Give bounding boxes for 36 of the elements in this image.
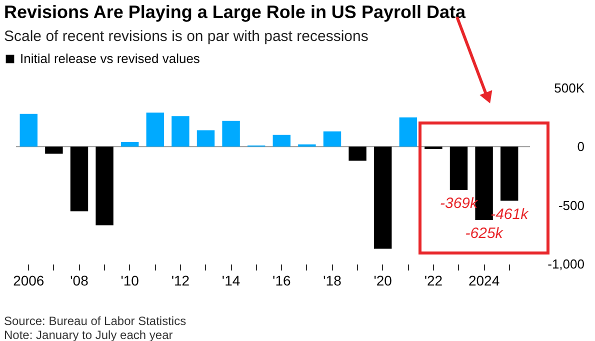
bar [374,146,392,249]
y-tick-label: -500 [558,198,584,213]
x-tick-label: '18 [323,272,342,288]
bar [120,142,139,147]
y-tick-label: 500K [554,80,585,96]
bar [45,146,63,154]
x-tick-label: '16 [272,272,291,288]
bar [424,146,442,150]
chart-subtitle: Scale of recent revisions is on par with past recessions [4,28,368,45]
x-tick-label: '22 [424,272,443,288]
bar [323,131,342,147]
data-label: -625k [465,225,504,242]
bar [196,130,215,147]
source-note: Source: Bureau of Labor Statistics [4,314,186,328]
bar [146,112,164,147]
x-tick-label: '10 [120,272,140,288]
x-tick-label: '12 [171,272,190,288]
x-tick-label: '20 [374,272,392,288]
bar [172,116,190,147]
bar [272,134,291,147]
x-tick-label: 2006 [13,272,44,288]
bar [70,146,88,212]
bar [500,146,518,201]
x-tick-label: '14 [222,272,240,288]
bar [450,146,468,190]
bar [399,117,418,147]
bar [222,120,240,147]
chart-title: Revisions Are Playing a Large Role in US Payroll Data [4,2,466,22]
y-tick-label: 0 [577,139,584,154]
bar [20,114,38,147]
legend-label: Initial release vs revised values [20,51,200,66]
bar [96,146,114,226]
bar [348,146,366,161]
x-tick-label: 2024 [468,272,500,288]
x-tick-label: '08 [70,272,89,288]
y-tick-label: -1,000 [548,256,584,272]
